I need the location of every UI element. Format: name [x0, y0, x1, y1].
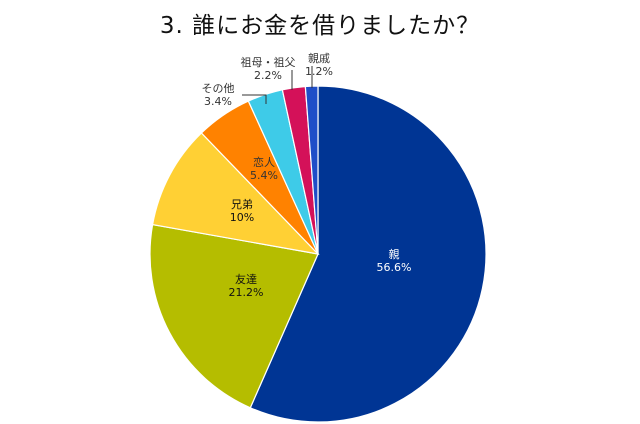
slice-value-slice-1: 56.6% [377, 261, 412, 274]
slice-value-slice-4: 5.4% [250, 169, 278, 182]
slice-label-slice-6: 祖母・祖父 [241, 55, 296, 69]
slice-value-slice-5: 3.4% [204, 95, 232, 108]
slice-value-slice-6: 2.2% [254, 69, 282, 82]
slice-value-slice-7: 1.2% [305, 65, 333, 78]
pie-slice-3 [151, 132, 320, 255]
slice-label-slice-7: 親戚 [308, 52, 330, 65]
pie-slice-2 [149, 223, 319, 409]
slice-value-slice-2: 21.2% [229, 286, 264, 299]
slice-label-slice-4: 恋人 [253, 155, 275, 169]
slice-label-slice-1: 親 [389, 248, 400, 261]
pie-slice-1 [249, 85, 487, 423]
slice-label-slice-3: 兄弟 [231, 198, 253, 211]
leader-line-slice-5 [242, 94, 267, 104]
slice-label-slice-2: 友達 [235, 272, 257, 286]
slice-label-slice-5: その他 [202, 82, 235, 95]
slice-value-slice-3: 10% [230, 211, 254, 224]
chart-title: 3. 誰にお金を借りましたか？ [159, 13, 481, 39]
